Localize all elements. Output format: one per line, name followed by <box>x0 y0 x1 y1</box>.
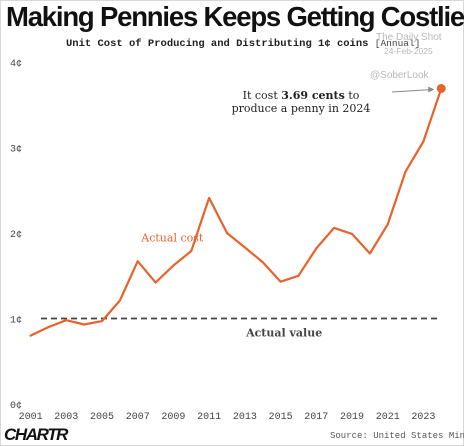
x-tick-label: 2023 <box>411 412 435 423</box>
x-tick-label: 2011 <box>197 412 221 423</box>
x-tick-label: 2015 <box>269 412 293 423</box>
x-tick-label: 2019 <box>340 412 364 423</box>
y-tick-label: 0¢ <box>10 401 22 412</box>
x-tick-label: 2013 <box>233 412 257 423</box>
series-line <box>29 87 443 337</box>
y-tick-label: 3¢ <box>10 145 22 156</box>
x-axis: 2001 2003 2005 2007 2009 2011 2013 2015 2017 2019… <box>19 412 436 423</box>
series-label: Actual cost <box>140 232 204 245</box>
reference-line-label: Actual value <box>245 327 322 340</box>
y-tick-label: 1¢ <box>10 316 22 327</box>
chartr-logo: CHARTR <box>4 425 68 444</box>
watermark-handle: @SoberLook <box>370 70 429 81</box>
chart-subtitle: Unit Cost of Producing and Distributing … <box>66 38 420 50</box>
x-tick-label: 2009 <box>161 412 185 423</box>
source-note: Source: United States Mint <box>330 431 464 441</box>
last-point-marker <box>436 84 446 94</box>
x-tick-label: 2003 <box>54 412 78 423</box>
watermark-date: 24-Feb-2025 <box>384 46 433 56</box>
y-tick-label: 4¢ <box>10 59 22 70</box>
chart-title: Making Pennies Keeps Getting Costlier <box>6 1 464 32</box>
annotation-arrow <box>391 89 433 93</box>
y-axis: 0¢ 1¢ 2¢ 3¢ 4¢ <box>10 59 22 412</box>
x-tick-label: 2021 <box>376 412 400 423</box>
y-tick-label: 2¢ <box>10 230 22 241</box>
series-group <box>29 84 446 337</box>
subtitle-note: [Annual] <box>374 38 421 49</box>
label-group: Actual value Actual cost It cost 3.69 cent… <box>140 86 435 340</box>
annotation-value: 3.69 cents <box>281 89 345 102</box>
subtitle-text: Unit Cost of Producing and Distributing … <box>66 38 369 50</box>
x-tick-label: 2007 <box>126 412 150 423</box>
watermark-title: The Daily Shot <box>376 32 442 43</box>
annotation-arrowhead <box>428 86 435 93</box>
annotation-suffix: to <box>345 89 360 102</box>
annotation-prefix: It cost <box>243 89 282 102</box>
x-tick-label: 2005 <box>90 412 114 423</box>
annotation-line-1: It cost 3.69 cents to <box>243 89 360 102</box>
x-tick-label: 2001 <box>19 412 43 423</box>
annotation-line-2: produce a penny in 2024 <box>232 102 371 115</box>
x-tick-label: 2017 <box>304 412 328 423</box>
